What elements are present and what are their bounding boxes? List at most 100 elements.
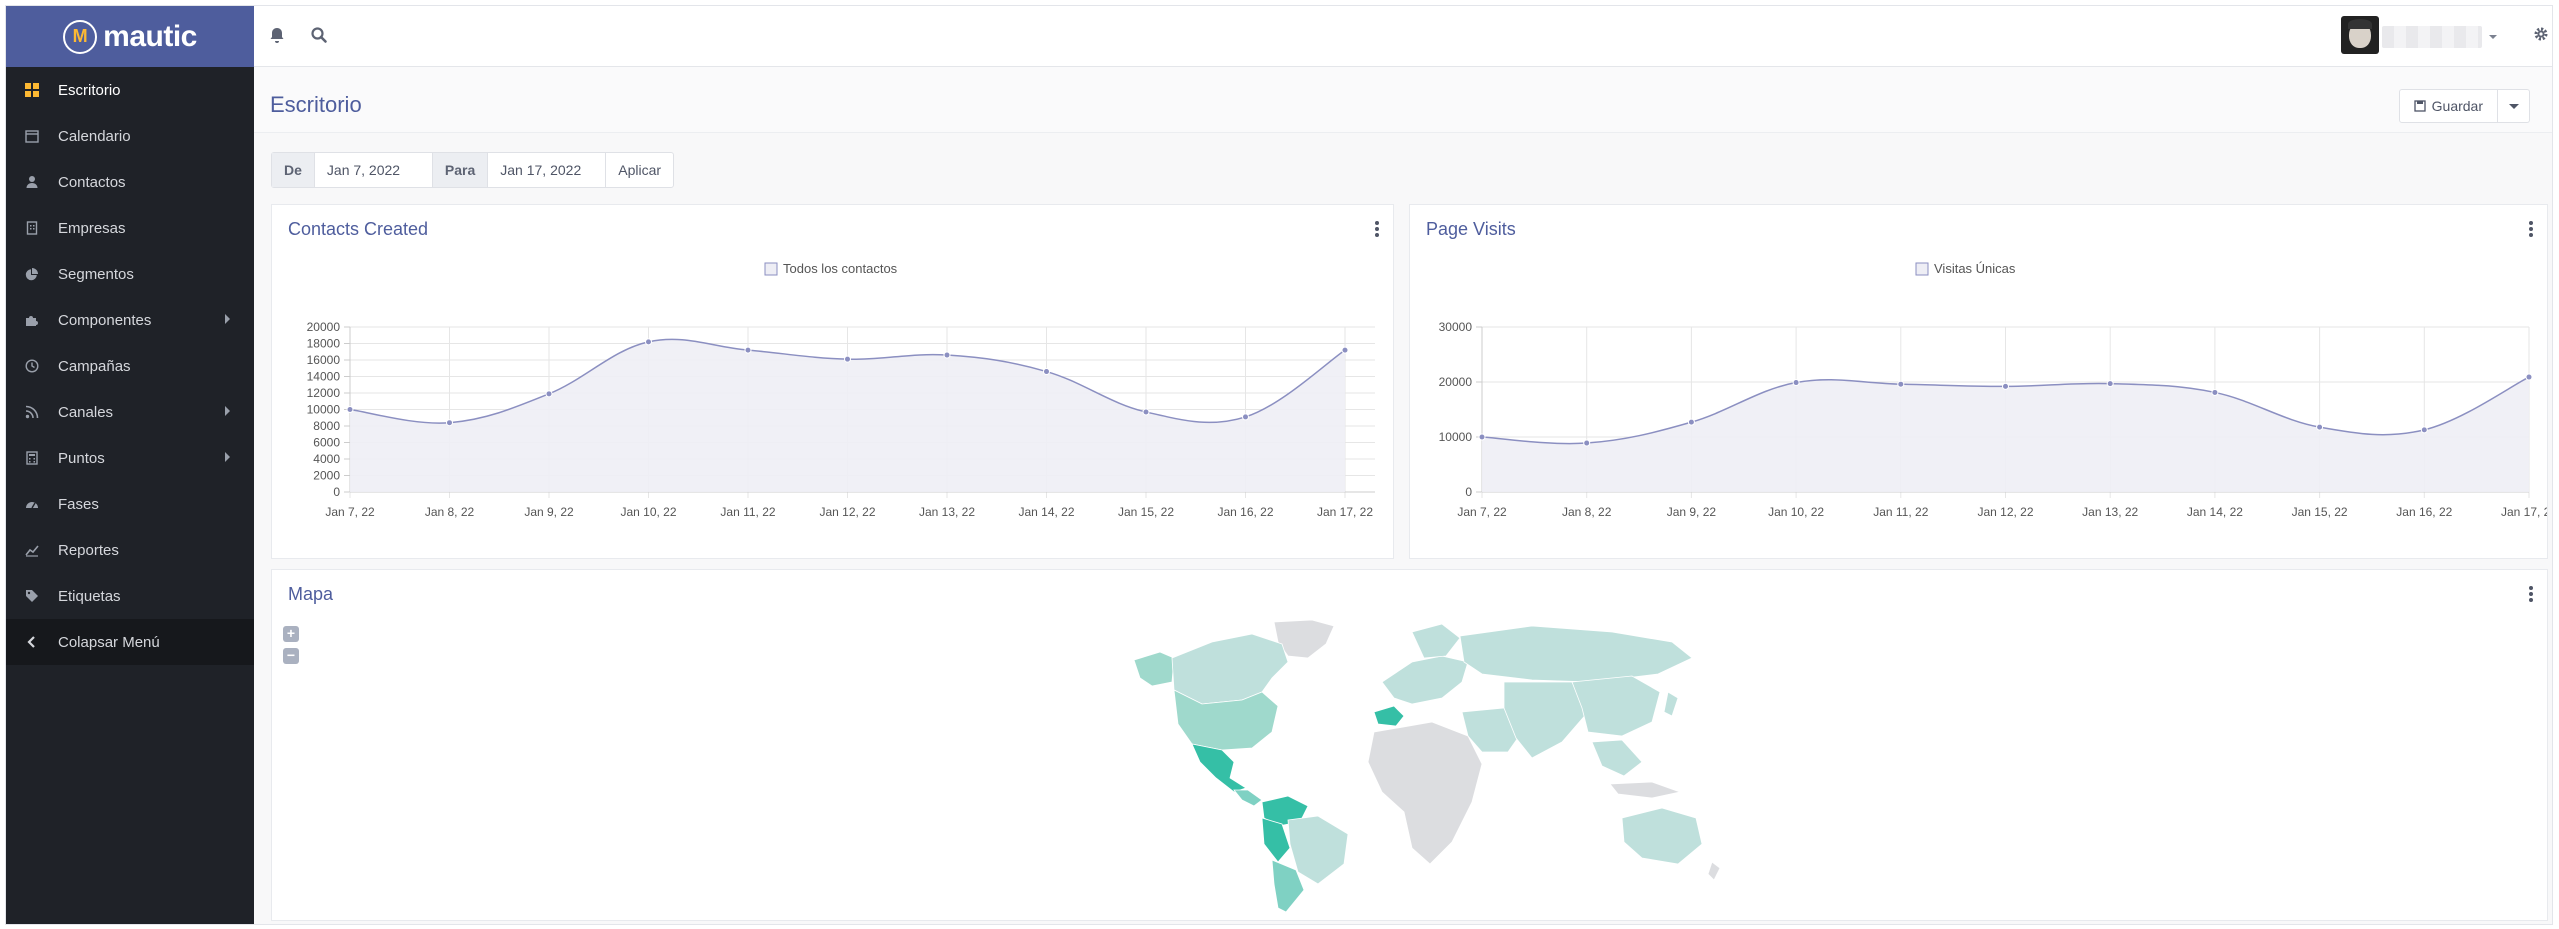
sidebar-item-label: Escritorio xyxy=(58,81,121,99)
from-label: De xyxy=(272,153,315,187)
search-icon[interactable] xyxy=(310,26,330,46)
map-region xyxy=(1411,623,1461,659)
widget-title: Mapa xyxy=(288,584,334,604)
logo[interactable]: M mautic xyxy=(6,6,254,67)
submenu-arrow-icon xyxy=(225,314,230,324)
x-tick-label: Jan 12, 22 xyxy=(1977,505,2033,519)
app-window: M mautic Escritorio Calendario Contactos Em… xyxy=(5,5,2553,925)
collapse-menu-button[interactable]: Colapsar Menú xyxy=(6,619,254,665)
data-point xyxy=(2420,426,2428,434)
map-region xyxy=(1191,743,1247,793)
map-region xyxy=(1621,807,1703,865)
sidebar-item-label: Reportes xyxy=(58,541,119,559)
clock-icon xyxy=(24,358,40,374)
world-map[interactable] xyxy=(1112,612,1732,912)
map-region xyxy=(1571,675,1661,737)
data-point xyxy=(844,355,851,363)
x-tick-label: Jan 10, 22 xyxy=(620,505,676,519)
widget-menu-icon[interactable] xyxy=(1375,221,1379,237)
dashboard-grid-icon xyxy=(24,82,40,98)
save-options-dropdown[interactable] xyxy=(2498,89,2530,123)
data-point xyxy=(744,346,752,354)
map-region xyxy=(1173,689,1279,751)
save-button[interactable]: Guardar xyxy=(2398,89,2498,123)
tag-icon xyxy=(24,588,40,604)
x-tick-label: Jan 14, 22 xyxy=(1018,505,1074,519)
apply-button[interactable]: Aplicar xyxy=(618,162,662,178)
map-zoom-in-button[interactable]: + xyxy=(283,626,299,642)
sidebar-item-label: Contactos xyxy=(58,173,126,191)
chevron-down-icon[interactable] xyxy=(2489,35,2497,39)
sidebar-item-calendario[interactable]: Calendario xyxy=(6,113,254,159)
sidebar-item-reportes[interactable]: Reportes xyxy=(6,527,254,573)
sidebar-item-etiquetas[interactable]: Etiquetas xyxy=(6,573,254,619)
mautic-logo-icon: M xyxy=(63,19,98,54)
data-point xyxy=(2106,380,2114,388)
data-point xyxy=(2002,382,2009,390)
data-point xyxy=(1897,380,1905,388)
data-point xyxy=(1583,439,1591,447)
x-tick-label: Jan 16, 22 xyxy=(1217,505,1273,519)
x-tick-label: Jan 14, 22 xyxy=(2187,505,2243,519)
sidebar-item-segmentos[interactable]: Segmentos xyxy=(6,251,254,297)
x-tick-label: Jan 13, 22 xyxy=(2082,505,2138,519)
submenu-arrow-icon xyxy=(225,406,230,416)
x-tick-label: Jan 17, 22 xyxy=(1317,505,1373,519)
sidebar-item-label: Componentes xyxy=(58,311,152,329)
y-tick-label: 10000 xyxy=(1439,430,1473,444)
y-tick-label: 8000 xyxy=(313,419,340,433)
sidebar-item-label: Fases xyxy=(58,495,99,513)
sidebar-item-label: Puntos xyxy=(58,449,105,467)
avatar[interactable] xyxy=(2341,16,2379,54)
widget-menu-icon[interactable] xyxy=(2529,221,2533,237)
calendar-icon xyxy=(24,128,40,144)
page-header: Escritorio Guardar xyxy=(254,67,2552,133)
from-date-input[interactable]: Jan 7, 2022 xyxy=(315,153,433,187)
sidebar-item-empresas[interactable]: Empresas xyxy=(6,205,254,251)
user-icon xyxy=(24,174,40,190)
sidebar-item-campanas[interactable]: Campañas xyxy=(6,343,254,389)
gear-icon[interactable] xyxy=(2532,25,2552,45)
rss-icon xyxy=(24,404,40,420)
widget-map: Mapa + − xyxy=(271,569,2548,921)
map-region xyxy=(1459,625,1693,683)
page-visits-chart: Visitas Únicas 0 10000 20000 30000 Jan 7, 22 J… xyxy=(1439,261,2547,519)
sidebar-item-label: Etiquetas xyxy=(58,587,121,605)
chevron-left-icon xyxy=(24,634,40,650)
sidebar-item-puntos[interactable]: Puntos xyxy=(6,435,254,481)
sidebar-item-label: Empresas xyxy=(58,219,126,237)
data-point xyxy=(446,419,453,427)
legend-swatch xyxy=(1915,262,1929,276)
y-tick-label: 0 xyxy=(333,485,340,499)
x-tick-label: Jan 9, 22 xyxy=(1667,505,1717,519)
x-tick-label: Jan 16, 22 xyxy=(2396,505,2452,519)
data-point xyxy=(545,390,553,398)
y-tick-label: 2000 xyxy=(313,469,340,483)
map-zoom-out-button[interactable]: − xyxy=(283,648,299,664)
sidebar-item-escritorio[interactable]: Escritorio xyxy=(6,67,254,113)
widget-menu-icon[interactable] xyxy=(2529,586,2533,602)
to-date-input[interactable]: Jan 17, 2022 xyxy=(488,153,607,187)
data-point xyxy=(1242,413,1249,421)
widget-title: Page Visits xyxy=(1426,219,1516,239)
sidebar-item-canales[interactable]: Canales xyxy=(6,389,254,435)
x-tick-label: Jan 11, 22 xyxy=(1873,505,1928,519)
caret-down-icon xyxy=(2508,103,2519,109)
widget-page-visits: Page Visits Visitas Únicas 0 10000 20000 300… xyxy=(1409,204,2548,559)
sidebar-item-label: Campañas xyxy=(58,357,131,375)
submenu-arrow-icon xyxy=(225,452,230,462)
user-name-redacted[interactable] xyxy=(2382,26,2482,48)
sidebar-item-fases[interactable]: Fases xyxy=(6,481,254,527)
sidebar: M mautic Escritorio Calendario Contactos Em… xyxy=(6,6,254,924)
sidebar-item-contactos[interactable]: Contactos xyxy=(6,159,254,205)
data-point xyxy=(645,338,652,346)
map-region xyxy=(1171,633,1289,705)
sidebar-item-componentes[interactable]: Componentes xyxy=(6,297,254,343)
data-point xyxy=(346,406,354,413)
y-tick-label: 16000 xyxy=(307,353,341,367)
bell-icon[interactable] xyxy=(268,26,288,46)
legend-label: Todos los contactos xyxy=(783,261,898,276)
x-tick-label: Jan 15, 22 xyxy=(1118,505,1174,519)
collapse-menu-label: Colapsar Menú xyxy=(58,633,160,651)
map-region xyxy=(1373,705,1405,727)
